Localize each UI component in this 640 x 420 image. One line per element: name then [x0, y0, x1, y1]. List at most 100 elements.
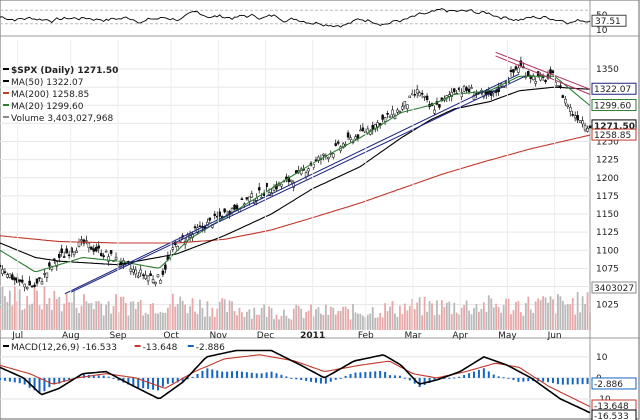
candle-body — [401, 106, 404, 110]
candle-body — [361, 127, 365, 131]
volume-bar — [248, 309, 251, 330]
volume-bar — [475, 303, 478, 330]
candle-body — [28, 280, 31, 286]
candle-body — [102, 255, 105, 257]
volume-bar — [107, 301, 110, 330]
volume-bar — [534, 301, 537, 330]
volume-bar — [589, 312, 591, 330]
candle-body — [413, 94, 416, 96]
candle-body — [8, 273, 12, 278]
candle-body — [418, 92, 421, 97]
volume-bar — [329, 306, 332, 330]
macd-histogram-bar — [280, 374, 283, 378]
candle-body — [398, 111, 402, 113]
macd-histogram-bar — [364, 372, 367, 378]
macd-histogram-bar — [23, 377, 26, 385]
volume-bar — [413, 309, 416, 330]
macd-histogram-bar — [0, 377, 1, 380]
macd-histogram-bar — [285, 376, 288, 378]
price-tick-label: 1125 — [596, 228, 619, 238]
volume-bar — [411, 298, 414, 330]
candle-body — [30, 285, 34, 288]
macd-histogram-bar — [206, 368, 209, 378]
volume-bar — [394, 313, 396, 330]
volume-bar — [171, 293, 174, 330]
candle-body — [438, 104, 441, 108]
volume-bar — [201, 307, 204, 330]
volume-bar — [581, 296, 584, 330]
candle-body — [25, 286, 29, 289]
volume-bar — [8, 290, 11, 330]
macd-histogram-bar — [408, 377, 411, 381]
candle-body — [452, 88, 456, 92]
volume-bar — [307, 310, 310, 330]
macd-histogram-bar — [226, 371, 229, 378]
volume-bar — [53, 290, 56, 330]
macd-histogram-bar — [240, 371, 243, 378]
macd-histogram-bar — [443, 377, 446, 379]
volume-bar — [162, 312, 164, 330]
volume-bar — [176, 303, 179, 330]
volume-bar — [184, 304, 187, 330]
macd-histogram-bar — [354, 372, 357, 378]
macd-legend-entry: MACD(12,26,9) -16.533 — [11, 343, 117, 353]
candle-body — [388, 116, 392, 118]
macd-histogram-bar — [255, 373, 258, 378]
volume-bar — [344, 306, 347, 330]
candle-body — [539, 75, 542, 81]
candle-body — [512, 69, 515, 73]
volume-bar — [90, 303, 93, 330]
candle-body — [341, 143, 345, 148]
macd-histogram-bar — [393, 375, 396, 378]
candle-body — [386, 113, 389, 115]
candle-body — [80, 239, 83, 242]
macd-histogram-bar — [221, 371, 224, 378]
macd-histogram-bar — [82, 374, 85, 378]
volume-bar — [455, 312, 458, 330]
volume-bar — [258, 314, 261, 330]
macd-legend-swatch — [3, 345, 9, 347]
price-tick-label: 1150 — [596, 210, 619, 220]
volume-bar — [159, 311, 162, 330]
macd-histogram-bar — [201, 370, 204, 378]
candle-body — [527, 71, 530, 77]
legend-entry: MA(200) 1258.85 — [11, 90, 89, 100]
macd-histogram-bar — [389, 375, 392, 378]
macd-histogram-bar — [250, 372, 253, 378]
volume-bar — [13, 286, 16, 330]
volume-bar — [421, 315, 424, 330]
macd-line — [0, 349, 591, 414]
candle-body — [561, 95, 565, 98]
volume-bar — [231, 301, 233, 330]
candle-body — [43, 273, 46, 275]
volume-bar — [552, 299, 554, 330]
volume-bar — [265, 316, 268, 330]
macd-histogram-bar — [398, 375, 401, 378]
volume-bar — [110, 313, 112, 330]
volume-bar — [166, 307, 169, 330]
candle-body — [109, 250, 113, 254]
macd-histogram-bar — [329, 377, 332, 382]
candle-body — [48, 262, 51, 267]
macd-histogram-bar — [38, 377, 41, 393]
volume-bar — [347, 308, 349, 330]
volume-bar — [213, 316, 216, 330]
x-tick-label: Dec — [257, 331, 274, 341]
volume-bar — [485, 311, 488, 330]
macd-histogram-bar — [319, 377, 322, 384]
candle-body — [534, 81, 537, 84]
volume-bar — [569, 304, 572, 330]
volume-bar — [290, 319, 293, 330]
volume-bar — [517, 301, 520, 330]
volume-bar — [436, 300, 438, 330]
candle-body — [531, 75, 535, 81]
volume-bar — [36, 290, 38, 330]
candle-body — [3, 271, 7, 273]
volume-bar — [282, 309, 285, 330]
macd-histogram-bar — [349, 373, 352, 378]
volume-bar — [418, 297, 421, 330]
volume-bar — [211, 307, 214, 330]
candle-body — [275, 184, 278, 190]
volume-bar — [302, 317, 305, 330]
candle-body — [149, 273, 152, 276]
